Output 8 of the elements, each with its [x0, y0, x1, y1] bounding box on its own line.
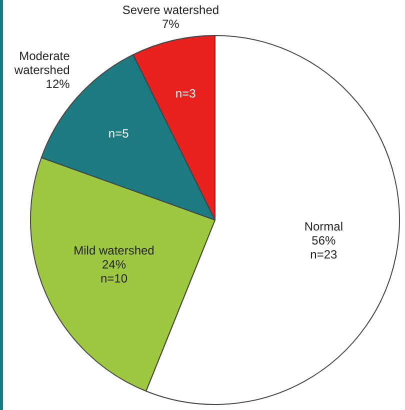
slice-label: Normal	[304, 219, 344, 234]
data-label: 56% n=23	[310, 233, 338, 262]
slice-label: Moderate watershed	[13, 48, 70, 77]
data-label: 24% n=10	[100, 258, 128, 286]
text: 12% n=5	[46, 76, 129, 140]
slice-label: Severe watershed	[122, 2, 220, 17]
text: 7% n=3	[162, 16, 196, 101]
slice-label: Mild watershed	[74, 244, 154, 258]
